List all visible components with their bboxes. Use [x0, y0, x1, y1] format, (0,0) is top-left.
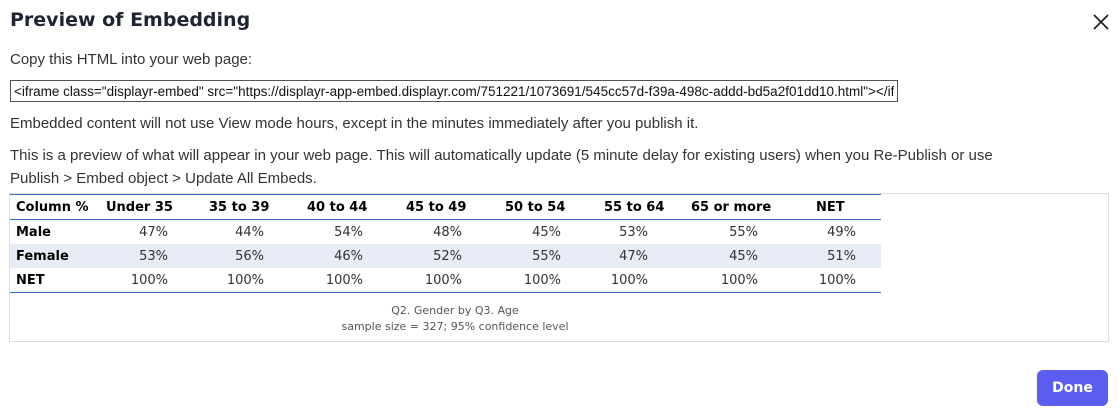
table-cell: 100%: [720, 272, 758, 288]
table-cell: 49%: [827, 224, 856, 240]
dialog-title: Preview of Embedding: [10, 9, 251, 31]
column-header: Under 35: [106, 199, 173, 215]
table-cell: 100%: [226, 272, 264, 288]
table-caption: Q2. Gender by Q3. Age: [391, 304, 519, 317]
table-cell: 53%: [139, 248, 168, 264]
table-cell: 100%: [523, 272, 561, 288]
row-label: NET: [16, 272, 45, 288]
table-cell: 47%: [619, 248, 648, 264]
table-row: NET 100% 100% 100% 100% 100% 100% 100% 100%: [10, 268, 881, 293]
row-label: Female: [16, 248, 69, 264]
table-cell: 100%: [325, 272, 363, 288]
table-cell: 44%: [235, 224, 264, 240]
table-cell: 55%: [729, 224, 758, 240]
view-mode-note: Embedded content will not use View mode …: [10, 115, 699, 132]
column-header: 40 to 44: [307, 199, 368, 215]
table-cell: 48%: [433, 224, 462, 240]
column-header: Column %: [16, 199, 89, 215]
embed-code-input[interactable]: [10, 80, 898, 102]
column-header: 65 or more: [691, 199, 772, 215]
table-cell: 45%: [532, 224, 561, 240]
close-icon[interactable]: [1091, 12, 1111, 32]
table-cell: 100%: [424, 272, 462, 288]
embed-preview: Column % Under 35 35 to 39 40 to 44 45 to 49…: [9, 193, 1109, 342]
table-cell: 56%: [235, 248, 264, 264]
table-cell: 54%: [334, 224, 363, 240]
copy-label: Copy this HTML into your web page:: [10, 51, 253, 68]
column-header: 45 to 49: [406, 199, 467, 215]
column-header: 35 to 39: [209, 199, 270, 215]
table-row: Female 53% 56% 46% 52% 55% 47% 45% 51%: [10, 244, 881, 268]
table-cell: 47%: [139, 224, 168, 240]
done-button[interactable]: Done: [1037, 370, 1108, 406]
table-cell: 100%: [610, 272, 648, 288]
table-cell: 100%: [818, 272, 856, 288]
preview-description-2: Publish > Embed object > Update All Embe…: [10, 170, 317, 187]
table-footnote: sample size = 327; 95% confidence level: [341, 320, 569, 333]
column-header: 55 to 64: [604, 199, 665, 215]
table-cell: 53%: [619, 224, 648, 240]
preview-section: This is a preview of what will appear in…: [9, 144, 1110, 342]
table-cell: 51%: [827, 248, 856, 264]
column-header: NET: [816, 199, 845, 215]
table-row: Male 47% 44% 54% 48% 45% 53% 55% 49%: [10, 220, 881, 245]
table-cell: 52%: [433, 248, 462, 264]
table-cell: 100%: [130, 272, 168, 288]
table-cell: 45%: [729, 248, 758, 264]
row-label: Male: [16, 224, 51, 240]
table-cell: 55%: [532, 248, 561, 264]
crosstab: Column % Under 35 35 to 39 40 to 44 45 to 49…: [10, 194, 881, 293]
table-cell: 46%: [334, 248, 363, 264]
preview-description: This is a preview of what will appear in…: [10, 147, 993, 164]
column-header: 50 to 54: [505, 199, 566, 215]
